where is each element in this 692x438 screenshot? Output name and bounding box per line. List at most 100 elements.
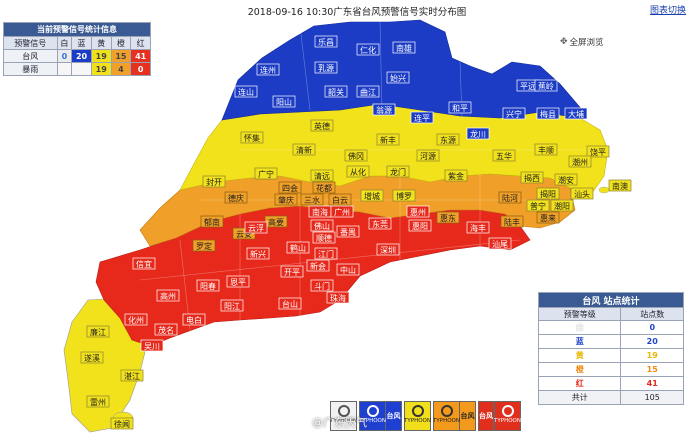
county-label-red[interactable]: 电白	[182, 313, 206, 326]
table-row[interactable]: 台风 0 20 19 15 41	[3, 49, 151, 63]
county-name: 兴宁	[506, 109, 522, 119]
county-label-blue[interactable]: 南雄	[392, 41, 416, 54]
county-label-red[interactable]: 南海	[308, 205, 332, 218]
county-label-yellow[interactable]: 从化	[346, 165, 370, 178]
county-label-yellow[interactable]: 博罗	[392, 189, 416, 202]
county-label-blue[interactable]: 连山	[234, 85, 258, 98]
county-label-orange[interactable]: 惠东	[436, 211, 460, 224]
county-label-red[interactable]: 深圳	[376, 243, 400, 256]
county-label-orange[interactable]: 云安	[232, 227, 256, 240]
county-label-white[interactable]: 徐闻	[110, 417, 134, 430]
county-label-red[interactable]: 云浮	[244, 221, 268, 234]
county-label-orange[interactable]: 花都	[312, 181, 336, 194]
county-label-red[interactable]: 阳江	[220, 299, 244, 312]
county-label-red[interactable]: 广州	[330, 205, 354, 218]
county-label-yellow[interactable]: 饶平	[586, 145, 610, 158]
table-row[interactable]: 暴雨 19 4 0	[3, 62, 151, 76]
county-label-orange[interactable]: 陆丰	[500, 215, 524, 228]
county-label-yellow[interactable]: 普宁	[526, 199, 550, 212]
county-label-orange[interactable]: 惠来	[536, 211, 560, 224]
county-label-orange[interactable]: 郁南	[200, 215, 224, 228]
county-label-blue[interactable]: 乳源	[314, 61, 338, 74]
county-label-blue[interactable]: 梅县	[536, 107, 560, 120]
county-label-yellow[interactable]: 佛冈	[344, 149, 368, 162]
county-label-red[interactable]: 斗门	[310, 279, 334, 292]
county-label-blue[interactable]: 蕉岭	[534, 79, 558, 92]
county-label-red[interactable]: 鹤山	[286, 241, 310, 254]
county-label-yellow[interactable]: 怀集	[240, 131, 264, 144]
county-label-white[interactable]: 廉江	[86, 325, 110, 338]
county-label-blue[interactable]: 连州	[256, 63, 280, 76]
county-label-yellow[interactable]: 增城	[360, 189, 384, 202]
county-label-red[interactable]: 新兴	[246, 247, 270, 260]
county-label-red[interactable]: 台山	[278, 297, 302, 310]
county-label-yellow[interactable]: 广宁	[254, 167, 278, 180]
county-label-red[interactable]: 阳春	[196, 279, 220, 292]
county-label-yellow[interactable]: 汕头	[570, 187, 594, 200]
county-label-yellow[interactable]: 潮安	[554, 173, 578, 186]
county-label-yellow[interactable]: 紫金	[444, 169, 468, 182]
county-label-blue[interactable]: 大埔	[564, 107, 588, 120]
county-label-red[interactable]: 珠海	[326, 291, 350, 304]
county-name: 佛山	[314, 221, 330, 231]
county-label-yellow[interactable]: 东源	[436, 133, 460, 146]
county-label-orange[interactable]: 高要	[264, 215, 288, 228]
county-label-yellow[interactable]: 潮州	[568, 155, 592, 168]
county-label-yellow[interactable]: 英德	[310, 119, 334, 132]
county-label-orange[interactable]: 白云	[328, 193, 352, 206]
county-name: 平远	[520, 82, 536, 91]
county-label-orange[interactable]: 陆河	[498, 191, 522, 204]
county-label-blue[interactable]: 阳山	[272, 95, 296, 108]
county-label-yellow[interactable]: 河源	[416, 149, 440, 162]
county-label-white[interactable]: 雷州	[86, 395, 110, 408]
county-label-yellow[interactable]: 南澳	[608, 179, 632, 192]
county-label-blue[interactable]: 仁化	[356, 43, 380, 56]
county-label-yellow[interactable]: 封开	[202, 175, 226, 188]
county-label-yellow[interactable]: 龙门	[386, 165, 410, 178]
county-label-blue[interactable]: 兴宁	[502, 107, 526, 120]
county-label-red[interactable]: 信宜	[132, 257, 156, 270]
county-label-blue[interactable]: 韶关	[324, 85, 348, 98]
county-label-red[interactable]: 顺德	[312, 231, 336, 244]
county-label-yellow[interactable]: 五华	[492, 149, 516, 162]
fullscreen-button[interactable]: ✥ 全屏浏览	[560, 36, 604, 48]
county-label-yellow[interactable]: 潮阳	[550, 199, 574, 212]
county-label-blue[interactable]: 曲江	[356, 85, 380, 98]
county-label-red[interactable]: 汕尾	[488, 237, 512, 250]
county-label-yellow[interactable]: 揭西	[520, 171, 544, 184]
county-label-yellow[interactable]: 丰顺	[534, 143, 558, 156]
county-label-blue[interactable]: 翁源	[372, 103, 396, 116]
chart-switch-link[interactable]: 图表切换	[649, 6, 686, 16]
county-label-red[interactable]: 江门	[314, 247, 338, 260]
county-label-blue[interactable]: 始兴	[386, 71, 410, 84]
county-label-red[interactable]: 新会	[306, 259, 330, 272]
county-label-orange[interactable]: 四会	[278, 181, 302, 194]
county-label-yellow[interactable]: 清新	[292, 143, 316, 156]
county-label-red[interactable]: 中山	[336, 263, 360, 276]
county-label-red[interactable]: 番禺	[336, 225, 360, 238]
county-label-orange[interactable]: 德庆	[224, 191, 248, 204]
county-label-blue[interactable]: 和平	[448, 101, 472, 114]
county-label-red[interactable]: 化州	[124, 313, 148, 326]
county-label-blue[interactable]: 连平	[410, 111, 434, 124]
county-label-red[interactable]: 恩平	[226, 275, 250, 288]
county-label-red[interactable]: 东莞	[368, 217, 392, 230]
county-label-red[interactable]: 高州	[156, 289, 180, 302]
county-label-red[interactable]: 惠阳	[408, 219, 432, 232]
county-label-yellow[interactable]: 清远	[310, 169, 334, 182]
county-label-red[interactable]: 惠州	[406, 205, 430, 218]
county-label-red[interactable]: 茂名	[154, 323, 178, 336]
county-label-orange[interactable]: 三水	[300, 193, 324, 206]
county-label-red[interactable]: 佛山	[310, 219, 334, 232]
county-label-red[interactable]: 开平	[280, 265, 304, 278]
county-label-red[interactable]: 海丰	[466, 221, 490, 234]
county-label-orange[interactable]: 罗定	[192, 239, 216, 252]
county-label-white[interactable]: 遂溪	[80, 351, 104, 364]
county-label-yellow[interactable]: 新丰	[376, 133, 400, 146]
county-label-red[interactable]: 吴川	[140, 339, 164, 352]
county-label-white[interactable]: 湛江	[120, 369, 144, 382]
county-label-orange[interactable]: 肇庆	[274, 193, 298, 206]
county-label-blue[interactable]: 龙川	[466, 127, 490, 140]
county-label-blue[interactable]: 乐昌	[314, 35, 338, 48]
county-label-yellow[interactable]: 揭阳	[536, 187, 560, 200]
